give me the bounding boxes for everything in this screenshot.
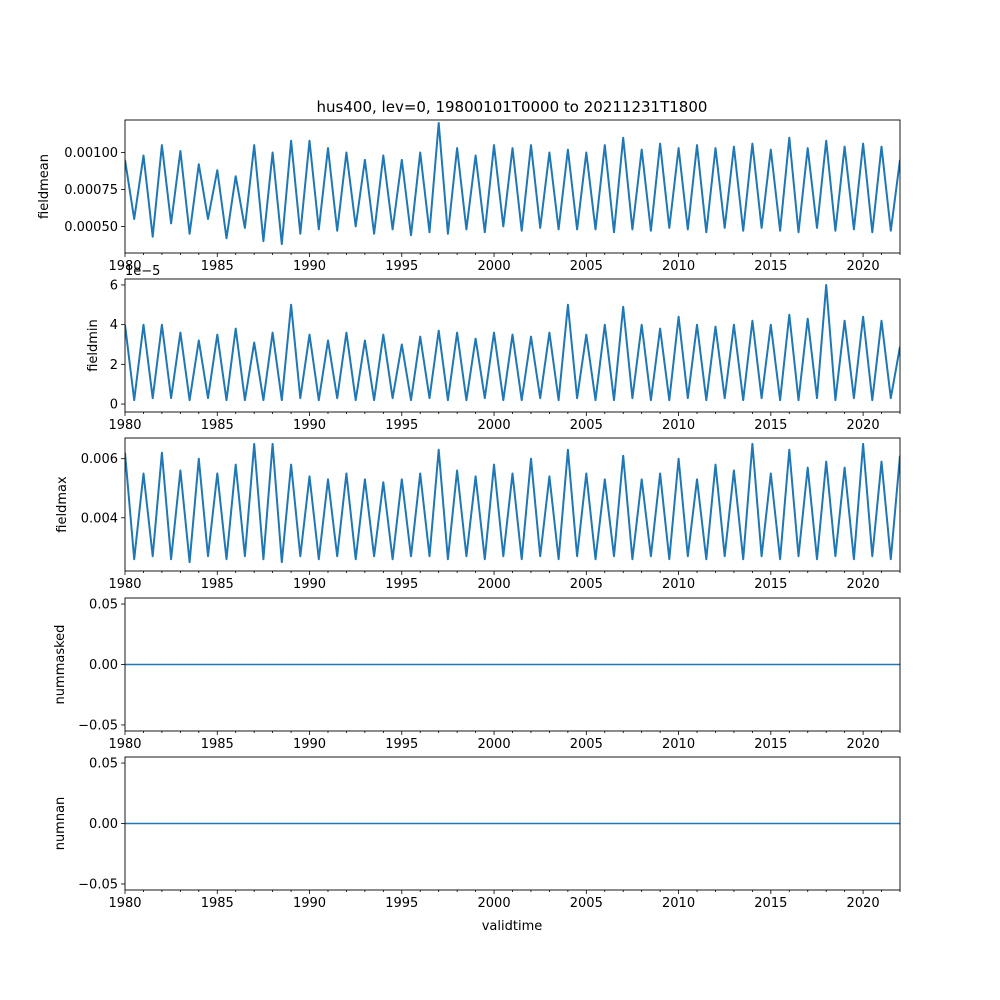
- x-tick-label: 2020: [847, 737, 880, 752]
- panel-numnan: 1980 1985 1990 1995 2000 2005 2010 2015 2020 −0.0…: [53, 757, 901, 911]
- panel-fieldmin: 1980 1985 1990 1995 2000 2005 2010 2015 2020 0 2 4 6…: [86, 264, 901, 433]
- y-tick-label: 0: [110, 398, 118, 413]
- x-tick-label: 2000: [478, 259, 511, 274]
- x-tick-label: 1990: [293, 418, 326, 433]
- x-tick-label: 2000: [478, 418, 511, 433]
- x-tick-label: 2010: [662, 737, 695, 752]
- y-tick-label: 0.00075: [64, 183, 118, 198]
- y-tick-label: 0.00050: [64, 220, 118, 235]
- x-tick-label: 2010: [662, 259, 695, 274]
- panel-fieldmax: 1980 1985 1990 1995 2000 2005 2010 2015 2020 0.00…: [55, 437, 901, 592]
- x-tick-label: 2005: [570, 418, 603, 433]
- x-tick-label: 2005: [570, 259, 603, 274]
- x-tick-label: 1985: [201, 259, 234, 274]
- y-tick-label: 2: [110, 358, 118, 373]
- y-tick-label: 0.00: [89, 817, 118, 832]
- x-tick-label: 2000: [478, 737, 511, 752]
- x-tick-label: 1995: [385, 896, 418, 911]
- x-tick-label: 2010: [662, 418, 695, 433]
- series-line-fieldmean: [125, 122, 900, 246]
- y-axis-label: nummasked: [53, 625, 68, 705]
- y-tick-label: 0.00100: [64, 146, 118, 161]
- x-tick-label: 1995: [385, 259, 418, 274]
- x-tick-label: 1980: [108, 418, 141, 433]
- x-tick-label: 2005: [570, 737, 603, 752]
- panel-fieldmean: 1980 1985 1990 1995 2000 2005 2010 2015 2020 0.00…: [37, 119, 901, 274]
- chart-title: hus400, lev=0, 19800101T0000 to 20211231…: [317, 98, 708, 116]
- y-tick-label: 0.05: [89, 757, 118, 772]
- x-tick-label: 2000: [478, 577, 511, 592]
- x-tick-label: 2015: [754, 418, 787, 433]
- x-tick-label: 1990: [293, 896, 326, 911]
- panel-nummasked: 1980 1985 1990 1995 2000 2005 2010 2015 2020 −0.0…: [53, 598, 901, 752]
- x-tick-label: 1990: [293, 737, 326, 752]
- x-tick-label: 2005: [570, 577, 603, 592]
- x-tick-label: 1985: [201, 896, 234, 911]
- y-tick-label: 6: [110, 278, 118, 293]
- x-tick-label: 1995: [385, 737, 418, 752]
- x-tick-label: 1985: [201, 577, 234, 592]
- y-tick-label: 4: [110, 318, 118, 333]
- y-axis-label: fieldmax: [55, 476, 70, 533]
- y-axis-label: fieldmin: [86, 319, 101, 372]
- y-tick-label: 0.00: [89, 658, 118, 673]
- series-line-fieldmin: [125, 284, 900, 402]
- x-tick-label: 1985: [201, 418, 234, 433]
- x-tick-label: 1995: [385, 577, 418, 592]
- y-tick-label: −0.05: [78, 718, 118, 733]
- x-tick-label: 1980: [108, 737, 141, 752]
- y-tick-label: 0.05: [89, 598, 118, 613]
- x-tick-label: 1985: [201, 737, 234, 752]
- x-tick-label: 2015: [754, 259, 787, 274]
- y-axis-label: numnan: [53, 797, 68, 851]
- y-tick-label: 0.004: [81, 511, 118, 526]
- y-offset-text: 1e−5: [125, 264, 160, 279]
- x-tick-label: 2000: [478, 896, 511, 911]
- x-tick-label: 1990: [293, 259, 326, 274]
- x-tick-label: 2010: [662, 896, 695, 911]
- x-tick-label: 1980: [108, 259, 141, 274]
- x-tick-label: 2020: [847, 896, 880, 911]
- x-axis-label: validtime: [482, 919, 543, 934]
- x-tick-label: 1980: [108, 577, 141, 592]
- y-axis-label: fieldmean: [37, 154, 52, 219]
- x-tick-label: 2020: [847, 418, 880, 433]
- series-line-fieldmax: [125, 442, 900, 564]
- x-tick-label: 2015: [754, 737, 787, 752]
- x-tick-label: 2020: [847, 577, 880, 592]
- panels: 1980 1985 1990 1995 2000 2005 2010 2015 2020 0.00…: [37, 119, 901, 911]
- x-tick-label: 2010: [662, 577, 695, 592]
- x-tick-label: 2015: [754, 896, 787, 911]
- y-tick-label: 0.006: [81, 452, 118, 467]
- y-tick-label: −0.05: [78, 877, 118, 892]
- x-tick-label: 1980: [108, 896, 141, 911]
- x-tick-label: 2005: [570, 896, 603, 911]
- x-tick-label: 1995: [385, 418, 418, 433]
- x-tick-label: 1990: [293, 577, 326, 592]
- x-tick-label: 2015: [754, 577, 787, 592]
- x-tick-label: 2020: [847, 259, 880, 274]
